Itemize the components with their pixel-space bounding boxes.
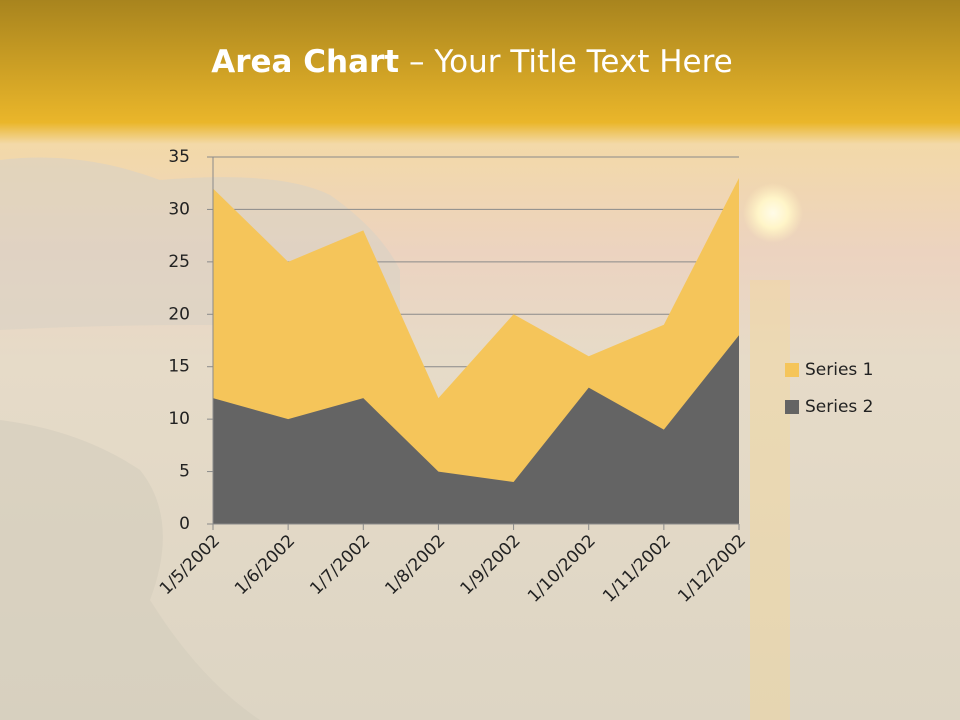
sun-reflection bbox=[750, 280, 790, 720]
title-rest: – Your Title Text Here bbox=[399, 44, 733, 80]
title-bold: Area Chart bbox=[211, 44, 399, 80]
y-tick-label: 0 bbox=[179, 514, 190, 534]
sun bbox=[743, 183, 803, 243]
legend-swatch bbox=[785, 363, 799, 377]
title: Area Chart – Your Title Text Here bbox=[211, 44, 732, 80]
y-tick-label: 15 bbox=[168, 357, 190, 377]
legend-swatch bbox=[785, 400, 799, 414]
y-tick-label: 35 bbox=[168, 147, 190, 167]
y-tick-label: 5 bbox=[179, 462, 190, 482]
y-tick-label: 10 bbox=[168, 409, 190, 429]
y-tick-label: 25 bbox=[168, 252, 190, 272]
legend-label: Series 1 bbox=[805, 360, 874, 380]
area bbox=[213, 335, 739, 524]
y-tick-label: 20 bbox=[168, 304, 190, 324]
legend-label: Series 2 bbox=[805, 397, 874, 417]
y-tick-label: 30 bbox=[168, 199, 190, 219]
cliff bbox=[0, 420, 260, 720]
